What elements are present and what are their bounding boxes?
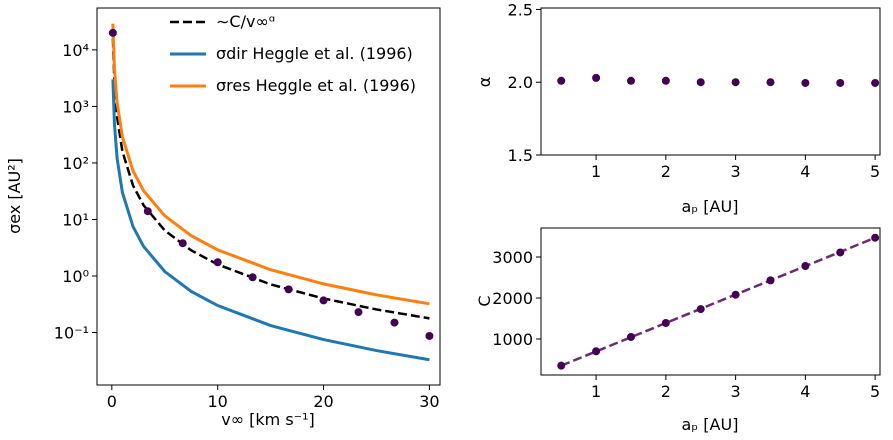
- data-point: [871, 233, 880, 242]
- x-tick-label: 3: [731, 382, 741, 401]
- y-tick-label: 2.0: [508, 73, 533, 92]
- x-tick-label: 1: [591, 382, 601, 401]
- data-line: [111, 23, 430, 306]
- y-tick-label: 10¹: [62, 210, 89, 229]
- data-point: [836, 78, 845, 87]
- data-point: [178, 239, 187, 248]
- y-tick-label: 3000: [492, 248, 533, 267]
- data-point: [696, 305, 705, 314]
- x-tick-label: 4: [800, 382, 810, 401]
- data-point: [696, 78, 705, 87]
- data-point: [557, 76, 566, 85]
- data-point: [766, 276, 775, 285]
- x-tick-label: 20: [313, 392, 333, 411]
- data-point: [592, 347, 601, 356]
- x-axis-label: v∞ [km s⁻¹]: [221, 410, 315, 429]
- data-point: [425, 331, 434, 340]
- x-tick-label: 1: [591, 162, 601, 181]
- legend-label: ∼C/v∞ᵅ: [216, 12, 275, 31]
- axes-frame: [540, 227, 881, 376]
- data-point: [801, 262, 810, 271]
- data-point: [592, 73, 601, 82]
- data-point: [143, 207, 152, 216]
- y-tick-label: 1000: [492, 330, 533, 349]
- data-point: [871, 78, 880, 87]
- x-tick-label: 5: [870, 162, 880, 181]
- x-axis-label: aₚ [AU]: [682, 197, 739, 216]
- data-line: [560, 236, 876, 367]
- data-point: [661, 76, 670, 85]
- data-point: [626, 76, 635, 85]
- data-point: [390, 318, 399, 327]
- axes-frame: [96, 7, 441, 386]
- x-tick-label: 4: [800, 162, 810, 181]
- data-point: [248, 273, 257, 282]
- x-tick-label: 3: [731, 162, 741, 181]
- y-tick-label: 10⁴: [62, 41, 89, 60]
- y-tick-label: 10⁰: [62, 267, 89, 286]
- data-point: [284, 285, 293, 294]
- y-tick-label: 2.5: [508, 0, 533, 19]
- data-point: [731, 78, 740, 87]
- data-point: [766, 78, 775, 87]
- x-tick-label: 5: [870, 382, 880, 401]
- y-axis-label: C: [475, 295, 494, 306]
- data-point: [661, 319, 670, 328]
- y-tick-label: 2000: [492, 289, 533, 308]
- data-line: [111, 79, 430, 362]
- data-point: [108, 28, 117, 37]
- data-point: [801, 78, 810, 87]
- data-point: [213, 258, 222, 267]
- x-tick-label: 30: [419, 392, 439, 411]
- data-point: [354, 308, 363, 317]
- y-tick-label: 10⁻¹: [54, 324, 89, 343]
- x-axis-label: aₚ [AU]: [682, 415, 739, 434]
- y-tick-label: 10²: [62, 154, 89, 173]
- x-tick-label: 2: [661, 162, 671, 181]
- x-tick-label: 0: [107, 392, 117, 411]
- axes-frame: [540, 7, 881, 156]
- x-tick-label: 2: [661, 382, 671, 401]
- data-point: [626, 332, 635, 341]
- legend-label: σdir Heggle et al. (1996): [216, 44, 413, 63]
- data-point: [731, 290, 740, 299]
- y-axis-label: σex [AU²]: [5, 158, 24, 234]
- x-tick-label: 10: [208, 392, 228, 411]
- y-tick-label: 10³: [62, 97, 89, 116]
- y-axis-label: α: [475, 77, 494, 88]
- y-tick-label: 1.5: [508, 146, 533, 165]
- data-point: [557, 361, 566, 370]
- data-point: [836, 248, 845, 257]
- data-point: [319, 296, 328, 305]
- legend-label: σres Heggle et al. (1996): [216, 76, 416, 95]
